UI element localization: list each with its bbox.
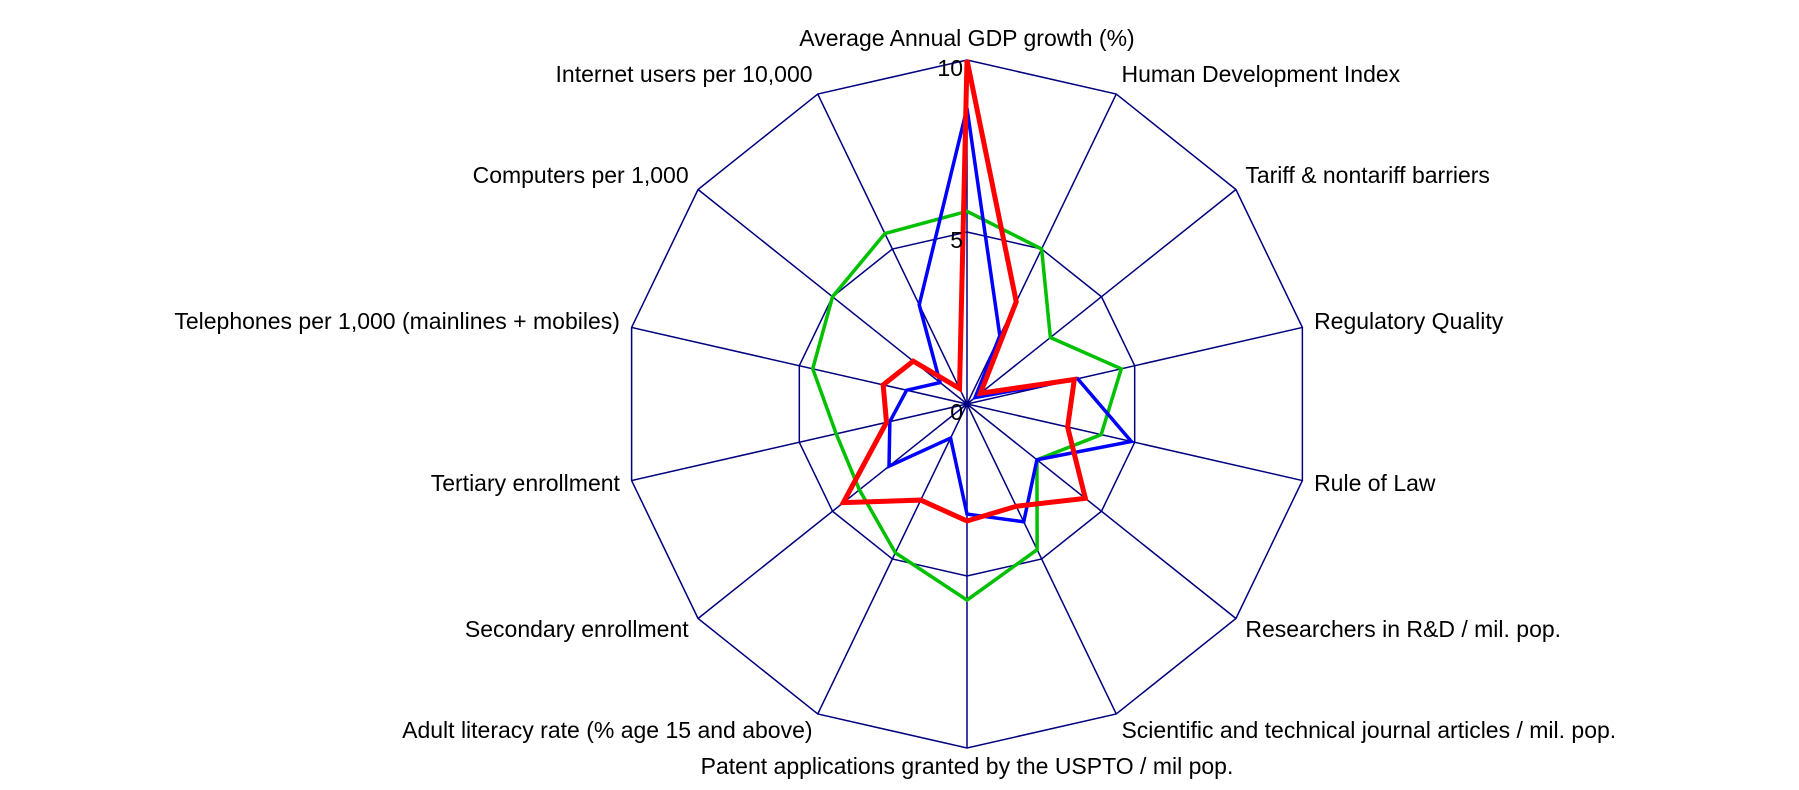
tick-label: 0 (950, 399, 963, 425)
series-line (810, 209, 1124, 603)
axis-spoke (966, 403, 1117, 715)
axis-label: Secondary enrollment (465, 616, 689, 642)
axis-spoke (631, 403, 968, 482)
series-line (839, 59, 1089, 524)
axis-label: Telephones per 1,000 (mainlines + mobile… (174, 308, 620, 334)
axis-label: Computers per 1,000 (473, 162, 689, 188)
axis-label: Tariff & nontariff barriers (1245, 162, 1490, 188)
axis-spoke (966, 326, 1303, 405)
axis-spoke (631, 326, 968, 405)
axis-label: Tertiary enrollment (431, 470, 621, 496)
axis-spoke (817, 403, 968, 715)
axis-label: Researchers in R&D / mil. pop. (1245, 616, 1561, 642)
axis-label: Average Annual GDP growth (%) (799, 25, 1134, 51)
axis-spoke (966, 403, 1237, 620)
axis-label: Scientific and technical journal article… (1121, 717, 1616, 743)
axis-spoke (817, 93, 968, 405)
axis-label: Human Development Index (1121, 61, 1400, 87)
axis-spoke (966, 188, 1237, 405)
tick-label: 5 (950, 227, 963, 253)
axis-spoke (966, 403, 1303, 482)
axis-label: Adult literacy rate (% age 15 and above) (402, 717, 812, 743)
axis-label: Internet users per 10,000 (556, 61, 813, 87)
tick-label: 10 (937, 55, 963, 81)
axis-label: Rule of Law (1314, 470, 1436, 496)
axis-spoke (697, 403, 968, 620)
axis-label: Patent applications granted by the USPTO… (701, 753, 1234, 779)
axis-label: Regulatory Quality (1314, 308, 1504, 334)
